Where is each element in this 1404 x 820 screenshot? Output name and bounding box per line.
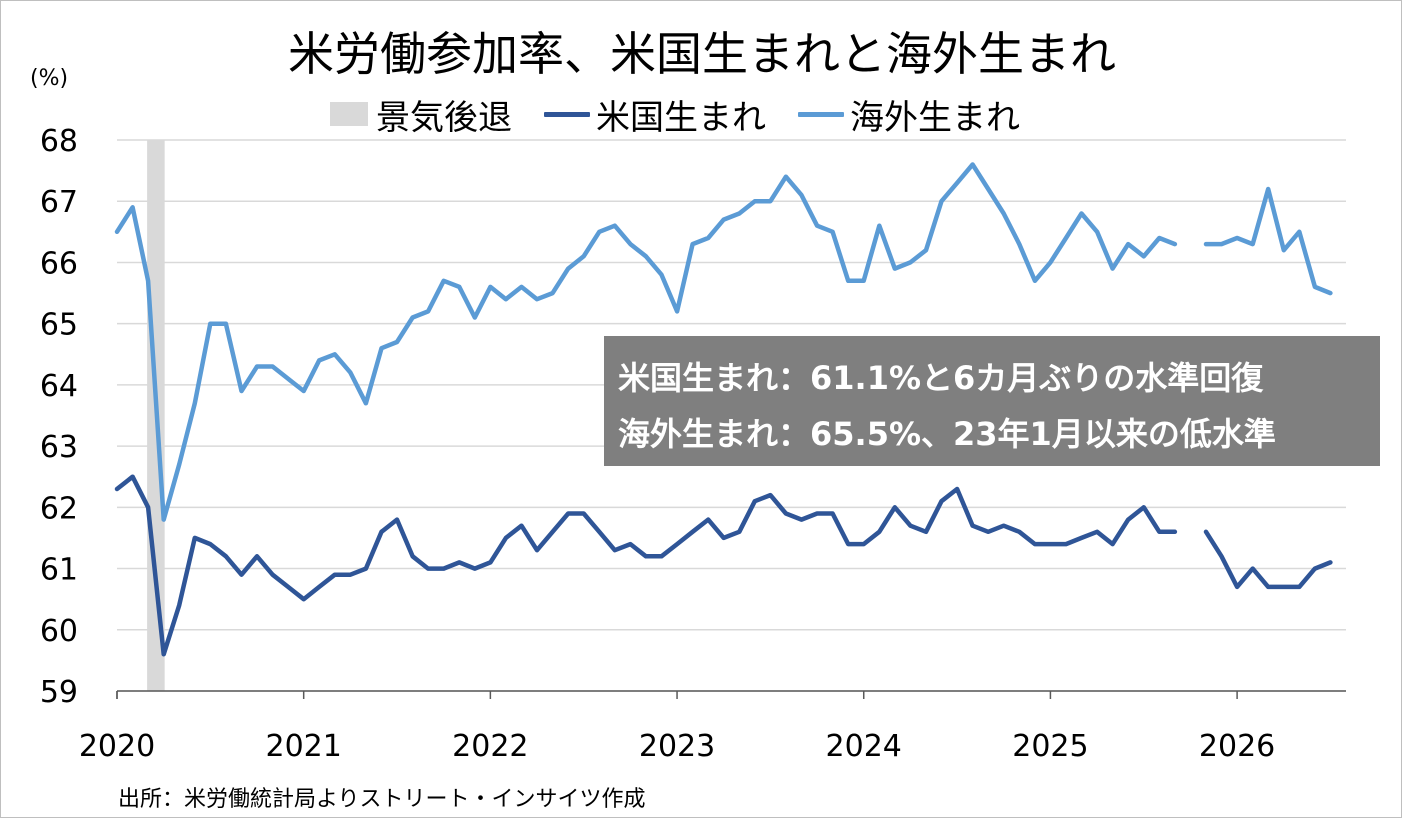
legend-label-us-born: 米国生まれ xyxy=(596,97,766,138)
x-tick-label: 2023 xyxy=(639,729,715,764)
x-tick-label: 2026 xyxy=(1199,729,1275,764)
y-tick-label: 59 xyxy=(40,675,78,710)
legend-label-recession: 景気後退 xyxy=(376,97,512,138)
annotation-box: 米国生まれ：61.1%と6カ月ぶりの水準回復 海外生まれ：65.5%、23年1月… xyxy=(604,336,1380,466)
y-tick-label: 66 xyxy=(40,246,78,281)
legend-swatch-us-born xyxy=(544,111,590,117)
chart-title: 米労働参加率、米国生まれと海外生まれ xyxy=(288,27,1116,81)
x-tick-label: 2025 xyxy=(1012,729,1088,764)
source-note: 出所：米労働統計局よりストリート・インサイツ作成 xyxy=(118,787,646,812)
series-line-foreign-born xyxy=(1203,186,1333,296)
y-tick-label: 65 xyxy=(40,308,78,343)
y-tick-label: 63 xyxy=(40,430,78,465)
x-tick-label: 2021 xyxy=(266,729,342,764)
legend-item-foreign-born: 海外生まれ xyxy=(798,90,1020,139)
legend-item-recession: 景気後退 xyxy=(330,90,512,139)
y-tick-label: 62 xyxy=(40,491,78,526)
series-line-foreign-born xyxy=(114,162,1178,522)
x-tick-label: 2022 xyxy=(452,729,528,764)
legend-swatch-recession xyxy=(330,102,368,126)
y-tick-label: 60 xyxy=(40,614,78,649)
y-tick-label: 67 xyxy=(40,185,78,220)
x-tick-label: 2020 xyxy=(79,729,155,764)
y-tick-label: 64 xyxy=(40,369,78,404)
annotation-line-us-born: 米国生まれ：61.1%と6カ月ぶりの水準回復 xyxy=(618,359,1264,397)
annotation-line-foreign-born: 海外生まれ：65.5%、23年1月以来の低水準 xyxy=(618,415,1276,453)
legend-label-foreign-born: 海外生まれ xyxy=(850,97,1020,138)
series-line-us-born xyxy=(114,474,1178,657)
series-line-us-born xyxy=(1203,529,1333,590)
y-axis-unit: (%) xyxy=(30,66,69,91)
x-tick-label: 2024 xyxy=(826,729,902,764)
y-tick-label: 68 xyxy=(40,124,78,159)
legend-item-us-born: 米国生まれ xyxy=(544,90,766,139)
legend: 景気後退 米国生まれ 海外生まれ xyxy=(330,90,1052,139)
legend-swatch-foreign-born xyxy=(798,111,844,117)
y-tick-label: 61 xyxy=(40,553,78,588)
